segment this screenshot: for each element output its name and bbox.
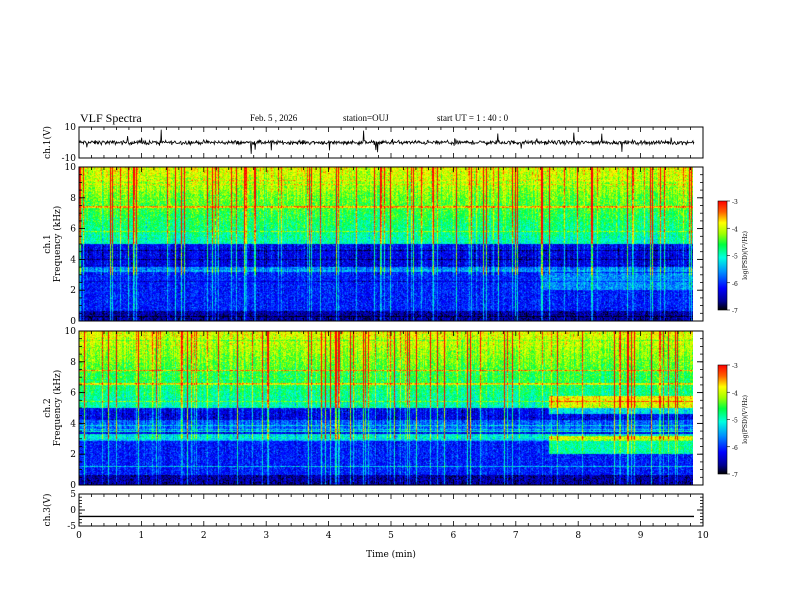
s1-ylabel: Frequency (kHz)	[52, 206, 63, 283]
s1-tick-label: 8	[70, 194, 76, 204]
x-tick-label: 1	[139, 531, 145, 541]
s2-colorbar-tick-label: -7	[732, 472, 738, 479]
s1-colorbar-tick-label: -4	[732, 226, 738, 233]
w3-tick-label: -5	[67, 522, 76, 532]
s2-tick-label: 4	[70, 419, 76, 429]
ch1-waveform-tick-label: 10	[65, 123, 77, 133]
s1-colorbar-tick-label: -3	[732, 199, 738, 206]
x-tick-label: 7	[513, 531, 519, 541]
s1-tick-label: 2	[70, 286, 76, 296]
s1-tick-label: 6	[70, 225, 76, 235]
x-tick-label: 5	[388, 531, 394, 541]
s2-tick-label: 0	[70, 481, 76, 491]
x-tick-label: 10	[697, 531, 709, 541]
s1-colorbar	[717, 200, 728, 311]
x-tick-label: 2	[201, 531, 207, 541]
x-tick-label: 3	[263, 531, 269, 541]
s2-colorbar	[717, 364, 728, 475]
s2-colorbar-label: log(PSD)(V²/Hz)	[742, 395, 749, 444]
ch3-waveform-ylabel: ch.3(V)	[42, 494, 53, 527]
chart-title: VLF Spectra	[80, 111, 142, 125]
s2-colorbar-tick-label: -4	[732, 390, 738, 397]
ch1-waveform-line	[78, 129, 695, 154]
s2-ylabel: ch.2	[43, 398, 53, 417]
start-time-label: start UT = 1 : 40 : 0	[437, 113, 509, 123]
s1-colorbar-tick-label: -6	[732, 281, 738, 288]
x-tick-label: 9	[638, 531, 644, 541]
x-tick-label: 6	[451, 531, 457, 541]
station-label: station=OUJ	[343, 113, 389, 123]
s1-colorbar-label: log(PSD)(V²/Hz)	[742, 231, 749, 280]
s2-colorbar-tick-label: -5	[732, 418, 738, 425]
date-label: Feb. 5 , 2026	[250, 113, 298, 123]
w3-tick-label: 5	[70, 490, 76, 500]
s2-tick-label: 8	[70, 358, 76, 368]
w3-tick-label: 0	[70, 506, 76, 516]
s1-tick-label: 0	[70, 317, 76, 327]
x-axis-label: Time (min)	[366, 549, 416, 560]
x-tick-label: 4	[326, 531, 332, 541]
s1-colorbar-tick-label: -7	[732, 308, 738, 315]
s2-tick-label: 10	[65, 327, 77, 337]
ch1-waveform-ylabel: ch.1(V)	[42, 126, 53, 159]
ch1-spectrogram-image	[79, 167, 693, 321]
s1-colorbar-tick-label: -5	[732, 254, 738, 261]
s2-colorbar-tick-label: -6	[732, 445, 738, 452]
x-tick-label: 8	[575, 531, 581, 541]
s1-ylabel: ch.1	[43, 234, 53, 253]
ch2-spectrogram-image	[79, 331, 693, 485]
s2-ylabel: Frequency (kHz)	[52, 370, 63, 447]
s2-colorbar-tick-label: -3	[732, 363, 738, 370]
ch1-waveform-tick-label: -10	[62, 154, 77, 164]
s2-tick-label: 2	[70, 450, 76, 460]
s1-tick-label: 10	[65, 163, 77, 173]
s2-tick-label: 6	[70, 389, 76, 399]
x-tick-label: 0	[76, 531, 82, 541]
s1-tick-label: 4	[70, 255, 76, 265]
